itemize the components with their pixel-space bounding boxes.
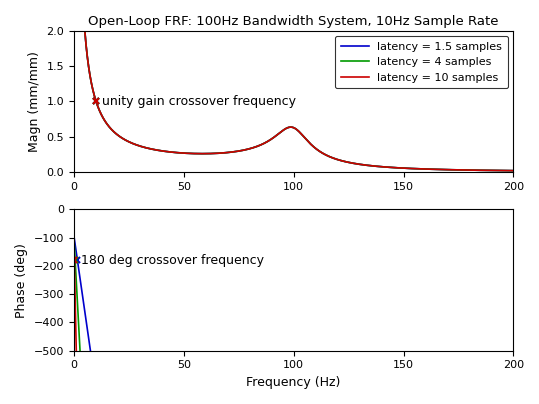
Text: 180 deg crossover frequency: 180 deg crossover frequency [81,254,264,267]
latency = 10 samples [475,168,481,173]
latency = 4 samples [510,168,517,173]
latency = 1.5 samples [259,142,265,147]
latency = 10 samples [259,142,265,147]
latency = 4 samples [255,143,262,148]
Text: unity gain crossover frequency: unity gain crossover frequency [102,95,296,108]
Line: latency = 1.5 samples: latency = 1.5 samples [74,0,514,170]
latency = 1.5 samples [390,165,396,170]
latency = 4 samples [71,232,77,237]
Y-axis label: Magn (mm/mm): Magn (mm/mm) [27,51,41,152]
latency = 10 samples [279,128,286,133]
latency = 4 samples [259,142,265,147]
latency = 10 samples [390,165,396,170]
latency = 1.5 samples [510,168,517,173]
Title: Open-Loop FRF: 100Hz Bandwidth System, 10Hz Sample Rate: Open-Loop FRF: 100Hz Bandwidth System, 1… [88,15,499,28]
latency = 4 samples [475,168,481,173]
Y-axis label: Phase (deg): Phase (deg) [15,243,28,318]
latency = 1.5 samples [496,168,503,173]
latency = 10 samples [496,168,503,173]
latency = 1.5 samples [475,168,481,173]
latency = 1.5 samples [255,143,262,148]
X-axis label: Frequency (Hz): Frequency (Hz) [246,376,341,389]
latency = 1.5 samples [71,232,77,237]
Line: latency = 4 samples: latency = 4 samples [74,235,514,404]
Line: latency = 10 samples: latency = 10 samples [74,0,514,170]
latency = 1.5 samples [279,128,286,133]
Legend: latency = 1.5 samples, latency = 4 samples, latency = 10 samples: latency = 1.5 samples, latency = 4 sampl… [335,36,508,88]
latency = 10 samples [255,143,262,148]
latency = 10 samples [71,233,77,238]
Line: latency = 4 samples: latency = 4 samples [74,0,514,170]
latency = 10 samples [510,168,517,173]
Line: latency = 10 samples: latency = 10 samples [74,235,514,404]
latency = 4 samples [279,128,286,133]
latency = 4 samples [496,168,503,173]
Line: latency = 1.5 samples: latency = 1.5 samples [74,235,514,404]
latency = 4 samples [390,165,396,170]
